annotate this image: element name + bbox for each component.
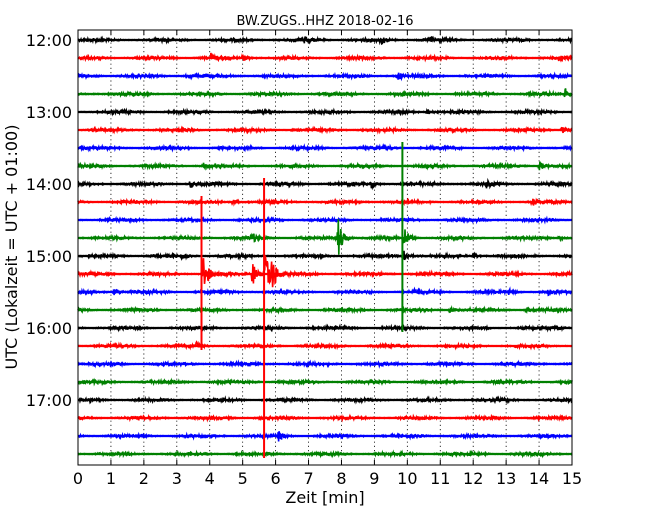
x-axis-ticks: 0 1 2 3 4 5 6 7 8 9 10 11 12 13 14 15 <box>73 30 582 488</box>
x-tick-label: 1 <box>106 469 116 488</box>
x-tick-label: 9 <box>369 469 379 488</box>
x-tick-label: 8 <box>336 469 346 488</box>
x-tick-label: 0 <box>73 469 83 488</box>
x-tick-label: 5 <box>238 469 248 488</box>
y-tick-label: 12:00 <box>26 31 72 50</box>
x-tick-label: 10 <box>397 469 417 488</box>
chart-title: BW.ZUGS..HHZ 2018-02-16 <box>236 14 413 29</box>
x-tick-label: 15 <box>562 469 582 488</box>
x-tick-label: 14 <box>529 469 549 488</box>
y-tick-label: 15:00 <box>26 247 72 266</box>
x-tick-label: 12 <box>463 469 483 488</box>
y-tick-label: 13:00 <box>26 103 72 122</box>
x-tick-label: 7 <box>303 469 313 488</box>
trace-1515 <box>77 255 573 288</box>
x-axis-label: Zeit [min] <box>285 488 364 507</box>
y-tick-label: 14:00 <box>26 175 72 194</box>
event-spikes <box>200 142 404 458</box>
y-axis-ticks: 12:00 13:00 14:00 15:00 16:00 17:00 <box>26 31 572 410</box>
x-tick-label: 3 <box>172 469 182 488</box>
plot-frame <box>77 29 573 466</box>
x-tick-label: 6 <box>271 469 281 488</box>
traces <box>77 35 573 459</box>
y-tick-label: 17:00 <box>26 391 72 410</box>
x-tick-label: 2 <box>139 469 149 488</box>
y-tick-label: 16:00 <box>26 319 72 338</box>
x-tick-label: 11 <box>430 469 450 488</box>
x-tick-label: 4 <box>205 469 215 488</box>
trace-1245 <box>77 88 573 99</box>
x-tick-label: 13 <box>496 469 516 488</box>
y-axis-label: UTC (Lokalzeit = UTC + 01:00) <box>2 125 21 370</box>
